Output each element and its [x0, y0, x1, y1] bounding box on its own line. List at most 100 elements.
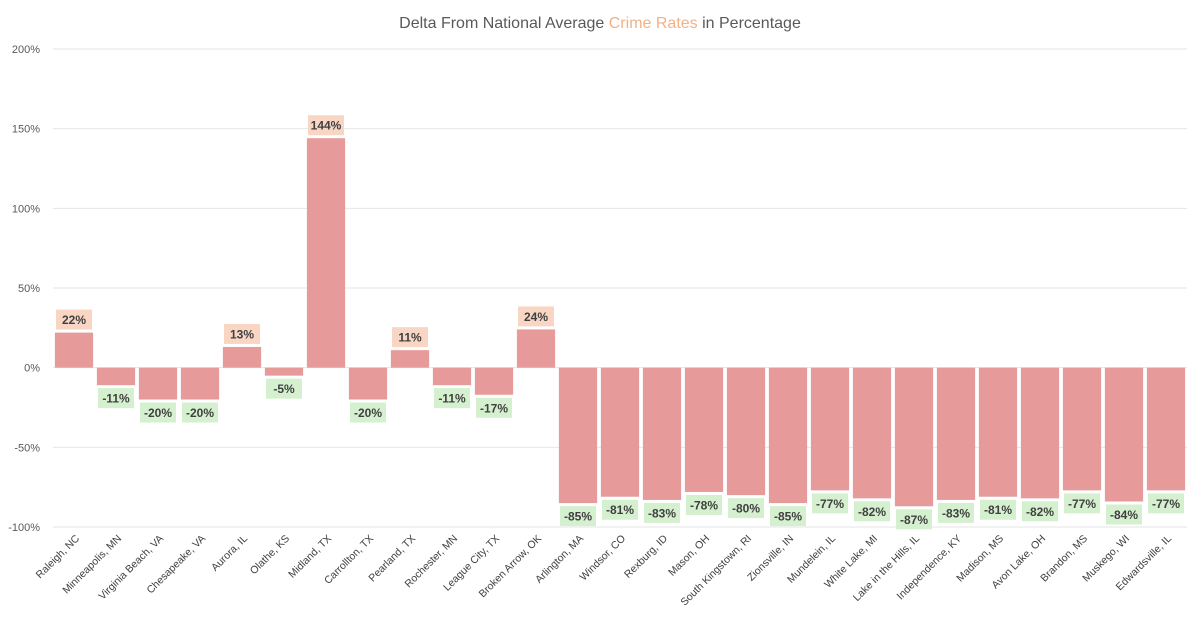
data-label-background	[350, 402, 386, 423]
data-label-background	[518, 306, 554, 327]
data-label: -81%	[980, 499, 1016, 520]
data-label-background	[812, 493, 848, 514]
data-label: -81%	[602, 499, 638, 520]
data-label-text: 22%	[62, 313, 86, 327]
data-label-background	[434, 388, 470, 409]
data-label-text: -5%	[273, 382, 295, 396]
bar	[558, 367, 598, 504]
data-label: -87%	[896, 509, 932, 530]
data-label-background	[56, 309, 92, 330]
data-label-background	[854, 501, 890, 522]
bars	[54, 138, 1186, 507]
data-label-background	[392, 327, 428, 348]
data-label-text: -77%	[816, 497, 844, 511]
data-label-background	[770, 506, 806, 527]
data-label-background	[98, 388, 134, 409]
data-label-text: -85%	[564, 510, 592, 524]
bar	[390, 350, 430, 368]
bar	[978, 367, 1018, 497]
bar	[936, 367, 976, 500]
data-label-background	[686, 494, 722, 515]
data-label: -85%	[770, 506, 806, 527]
bar	[474, 367, 514, 395]
bar	[1104, 367, 1144, 502]
bar	[138, 367, 178, 400]
bar	[222, 346, 262, 368]
y-tick-label: 200%	[12, 44, 40, 56]
data-label-text: -17%	[480, 401, 508, 415]
data-label-text: -82%	[1026, 505, 1054, 519]
data-label: -20%	[140, 402, 176, 423]
data-label-text: -83%	[648, 506, 676, 520]
data-label: -78%	[686, 494, 722, 515]
data-label: -11%	[434, 388, 470, 409]
x-tick-label: South Kingstown, RI	[678, 533, 754, 609]
data-label-background	[644, 502, 680, 523]
data-label-background	[1106, 504, 1142, 525]
bar	[516, 329, 556, 368]
data-label-background	[182, 402, 218, 423]
data-label: -77%	[1064, 493, 1100, 514]
data-label: -85%	[560, 506, 596, 527]
data-label: -17%	[476, 397, 512, 418]
data-label-text: -85%	[774, 510, 802, 524]
data-label-background	[224, 323, 260, 344]
data-label: 22%	[56, 309, 92, 330]
data-label-background	[1022, 501, 1058, 522]
x-tick-label: Aurora, IL	[209, 533, 250, 574]
data-label-background	[938, 502, 974, 523]
y-tick-label: 100%	[12, 203, 40, 215]
y-tick-label: 0%	[24, 363, 40, 375]
data-label-text: 144%	[311, 119, 342, 133]
x-tick-label: Olathe, KS	[248, 533, 292, 577]
data-label: -77%	[812, 493, 848, 514]
data-label-text: 24%	[524, 310, 548, 324]
y-axis-ticks: 200% 150% 100% 50% 0% -50% -100%	[8, 44, 40, 534]
bar	[894, 367, 934, 507]
bar	[810, 367, 850, 491]
data-label: -11%	[98, 388, 134, 409]
data-label-text: 13%	[230, 327, 254, 341]
data-label-text: -20%	[186, 406, 214, 420]
data-label: -84%	[1106, 504, 1142, 525]
data-label-text: -84%	[1110, 508, 1138, 522]
bar	[642, 367, 682, 500]
bar	[768, 367, 808, 504]
bar	[264, 367, 304, 376]
bar	[684, 367, 724, 492]
data-label-text: -77%	[1152, 497, 1180, 511]
data-label-background	[308, 115, 344, 136]
data-label: -83%	[938, 502, 974, 523]
x-tick-label: Rexburg, ID	[622, 532, 670, 580]
data-label-background	[728, 498, 764, 519]
data-labels: 22% -11% -20% -20% 13% -5% 144% -20% 11% -11% -17%…	[56, 115, 1184, 530]
data-label-background	[980, 499, 1016, 520]
bar	[1020, 367, 1060, 499]
data-label-background	[266, 378, 302, 399]
data-label-text: -20%	[144, 406, 172, 420]
data-label: 13%	[224, 323, 260, 344]
data-label-text: -78%	[690, 498, 718, 512]
data-label-text: -11%	[438, 392, 466, 406]
data-label-text: 11%	[398, 331, 422, 345]
y-tick-label: -100%	[8, 522, 40, 534]
data-label: 11%	[392, 327, 428, 348]
data-label-background	[476, 397, 512, 418]
bar	[54, 332, 94, 368]
chart-title: Delta From National Average Crime Rates …	[399, 15, 801, 32]
data-label: -5%	[266, 378, 302, 399]
bar	[306, 138, 346, 368]
data-label: 24%	[518, 306, 554, 327]
data-label: -80%	[728, 498, 764, 519]
data-label-background	[1148, 493, 1184, 514]
data-label-background	[602, 499, 638, 520]
data-label-text: -20%	[354, 406, 382, 420]
data-label-background	[140, 402, 176, 423]
data-label-text: -82%	[858, 505, 886, 519]
bar	[348, 367, 388, 400]
data-label-text: -87%	[900, 513, 928, 527]
data-label: -20%	[350, 402, 386, 423]
data-label-text: -80%	[732, 502, 760, 516]
